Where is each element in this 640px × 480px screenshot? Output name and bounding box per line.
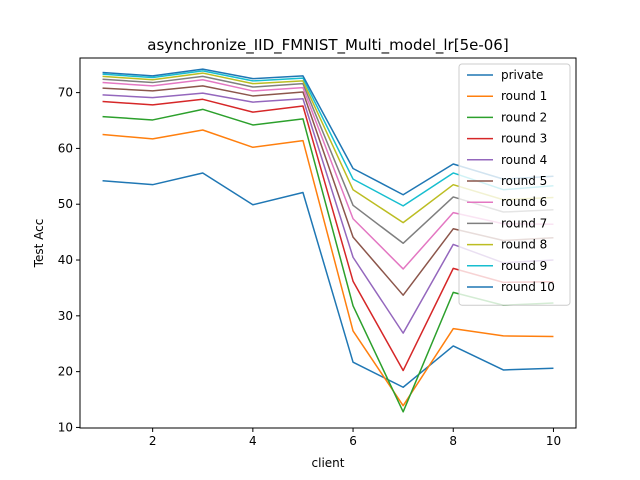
- legend-label: round 9: [501, 259, 547, 273]
- x-tick-label: 10: [546, 434, 561, 448]
- legend-label: round 6: [501, 195, 547, 209]
- legend-label: round 8: [501, 238, 547, 252]
- x-tick-label: 8: [449, 434, 457, 448]
- plot-frame: [79, 57, 577, 429]
- series-line-1: [102, 129, 554, 407]
- y-tick-label: 30: [58, 309, 73, 323]
- y-tick-label: 50: [58, 197, 73, 211]
- x-tick-label: 6: [349, 434, 357, 448]
- legend-label: round 4: [501, 153, 547, 167]
- legend: private round 1 round 2 round 3 round 4 round…: [458, 63, 571, 306]
- series-line-0: [102, 172, 554, 389]
- y-tick-label: 40: [58, 253, 73, 267]
- legend-label: round 5: [501, 174, 547, 188]
- y-tick-label: 10: [58, 420, 73, 434]
- legend-label: round 1: [501, 89, 547, 103]
- x-tick-label: 2: [149, 434, 157, 448]
- x-axis-label: client: [312, 456, 345, 470]
- y-tick-label: 20: [58, 365, 73, 379]
- legend-label: round 2: [501, 110, 547, 124]
- y-axis-label: Test Acc: [32, 219, 46, 269]
- x-axis: 2 4 6 8 10: [149, 428, 561, 448]
- y-tick-label: 60: [58, 141, 73, 155]
- legend-label: private: [501, 68, 543, 82]
- y-tick-label: 70: [58, 86, 73, 100]
- x-tick-label: 4: [249, 434, 257, 448]
- chart-title: asynchronize_IID_FMNIST_Multi_model_lr[5…: [147, 36, 508, 55]
- legend-label: round 3: [501, 132, 547, 146]
- y-axis: 10 20 30 40 50 60 70: [58, 86, 80, 434]
- legend-label: round 7: [501, 216, 547, 230]
- legend-label: round 10: [501, 280, 555, 294]
